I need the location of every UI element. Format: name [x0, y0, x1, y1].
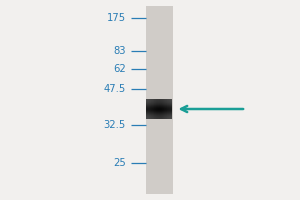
Bar: [168, 99, 169, 119]
Bar: [146, 104, 172, 105]
Text: 62: 62: [113, 64, 126, 74]
Text: 32.5: 32.5: [104, 120, 126, 130]
Bar: [157, 99, 158, 119]
Bar: [170, 99, 171, 119]
Bar: [167, 99, 168, 119]
Bar: [165, 99, 166, 119]
Bar: [160, 99, 161, 119]
Bar: [146, 116, 172, 117]
Bar: [146, 111, 172, 112]
Bar: [146, 101, 172, 102]
Bar: [162, 99, 163, 119]
Bar: [148, 99, 149, 119]
Bar: [169, 99, 170, 119]
Bar: [158, 99, 159, 119]
Bar: [146, 100, 172, 101]
Bar: [146, 102, 172, 103]
Bar: [169, 99, 170, 119]
Bar: [161, 99, 162, 119]
Bar: [146, 99, 147, 119]
Bar: [146, 107, 172, 108]
Bar: [155, 99, 156, 119]
Bar: [146, 108, 172, 109]
Bar: [146, 6, 172, 194]
Bar: [146, 115, 172, 116]
Bar: [146, 117, 172, 118]
Bar: [147, 99, 148, 119]
Bar: [151, 99, 152, 119]
Bar: [156, 99, 157, 119]
Bar: [146, 106, 172, 107]
Bar: [146, 118, 172, 119]
Bar: [146, 103, 172, 104]
Bar: [154, 99, 155, 119]
Bar: [146, 109, 172, 110]
Bar: [146, 112, 172, 113]
Bar: [146, 114, 172, 115]
Bar: [146, 110, 172, 111]
Bar: [166, 99, 167, 119]
Bar: [153, 99, 154, 119]
Text: 25: 25: [113, 158, 126, 168]
Text: 47.5: 47.5: [104, 84, 126, 94]
Bar: [146, 105, 172, 106]
Bar: [149, 99, 150, 119]
Bar: [152, 99, 153, 119]
Bar: [164, 99, 165, 119]
Text: 83: 83: [113, 46, 126, 56]
Text: 175: 175: [107, 13, 126, 23]
Bar: [146, 99, 172, 100]
Bar: [163, 99, 164, 119]
Bar: [159, 99, 160, 119]
Bar: [171, 99, 172, 119]
Bar: [150, 99, 151, 119]
Bar: [146, 113, 172, 114]
